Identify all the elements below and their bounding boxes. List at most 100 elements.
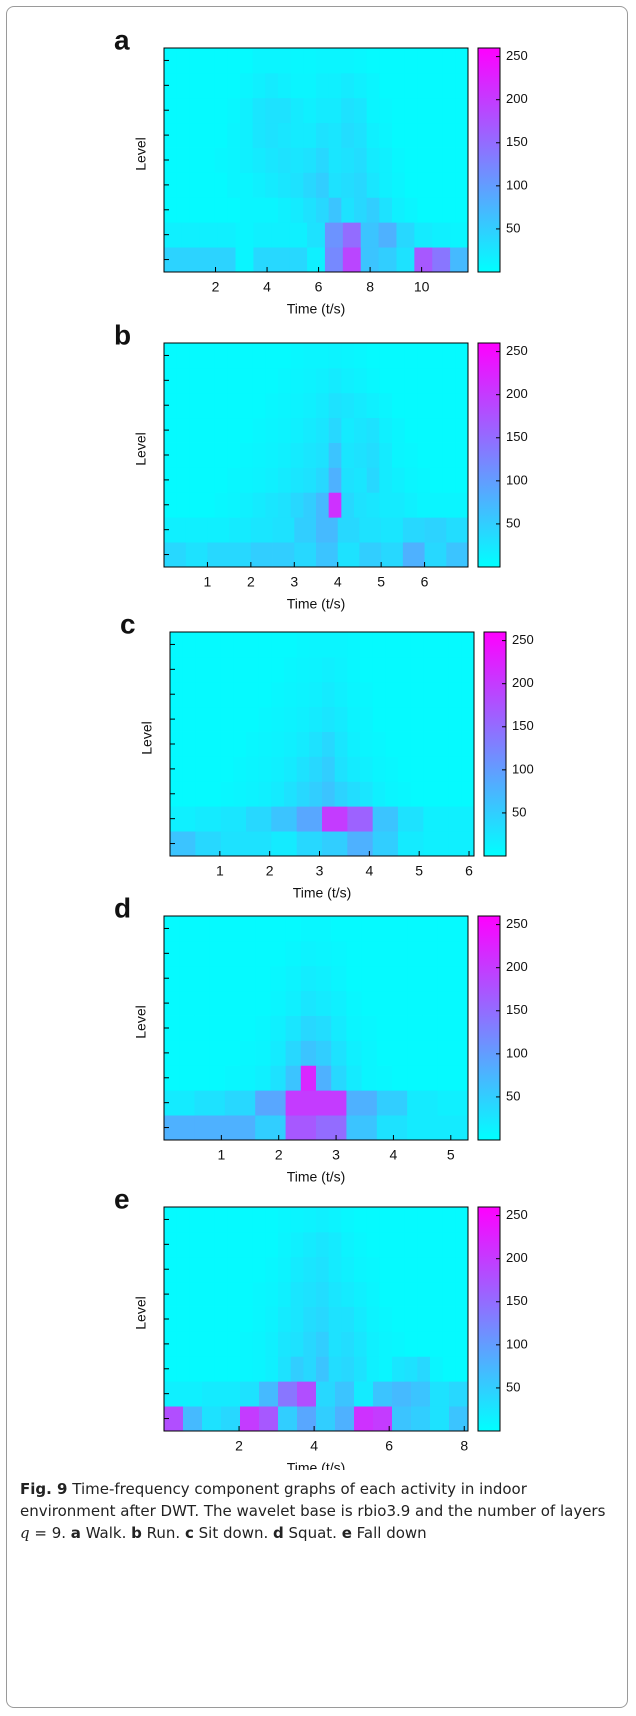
heatmap-cell — [446, 542, 469, 568]
x-tick-label: 1 — [204, 574, 212, 590]
heatmap-cell — [360, 706, 374, 732]
heatmap-cell — [164, 1331, 178, 1357]
heatmap-cell — [207, 542, 230, 568]
heatmap-cell — [189, 467, 203, 493]
heatmap-cell — [392, 1356, 406, 1382]
heatmap-cell — [224, 1040, 241, 1066]
heatmap-cell — [294, 517, 317, 543]
heatmap-cell — [220, 731, 234, 757]
heatmap-cell — [300, 916, 317, 942]
y-axis-label: Level — [133, 137, 149, 170]
heatmap-cell — [430, 1331, 444, 1357]
colorbar-tick-label: 150 — [506, 1293, 528, 1308]
heatmap-cell — [252, 197, 266, 223]
heatmap-cell — [341, 1356, 355, 1382]
heatmap-cell — [246, 706, 260, 732]
heatmap-cell — [404, 1356, 418, 1382]
heatmap-cell — [164, 1015, 180, 1041]
heatmap-cell — [270, 990, 286, 1016]
heatmap-cell — [278, 48, 292, 74]
heatmap-cell — [265, 467, 279, 493]
heatmap-cell — [214, 1256, 228, 1283]
heatmap-cell — [240, 48, 254, 74]
heatmap-cell — [265, 1231, 279, 1258]
heatmap-cell — [334, 756, 348, 782]
heatmap-cell — [430, 442, 444, 468]
heatmap-cell — [214, 1331, 228, 1357]
heatmap-cell — [189, 417, 203, 443]
heatmap-cell — [255, 916, 271, 942]
heatmap-cell — [194, 940, 210, 967]
heatmap-cell — [214, 467, 228, 493]
heatmap-cell — [422, 1015, 438, 1041]
heatmap-cell — [170, 656, 184, 683]
heatmap-cell — [316, 916, 332, 942]
heatmap-cell — [455, 122, 469, 148]
heatmap-cell — [430, 147, 444, 173]
heatmap-cell — [455, 343, 469, 369]
heatmap-cell — [442, 392, 456, 419]
heatmap-cell — [189, 1256, 203, 1283]
heatmap-cell — [341, 1256, 355, 1283]
heatmap-cell — [442, 1281, 456, 1307]
heatmap-cell — [252, 1207, 266, 1233]
heatmap-cell — [214, 1231, 228, 1258]
colorbar-tick-label: 200 — [506, 1250, 528, 1265]
heatmap-cell — [452, 1065, 469, 1091]
heatmap-cell — [240, 147, 254, 173]
heatmap-cell — [461, 632, 475, 658]
heatmap-cell — [265, 48, 279, 74]
heatmap-cell — [366, 122, 380, 148]
heatmap-cell — [240, 1231, 254, 1258]
heatmap-cell — [252, 343, 266, 369]
heatmap-cell — [202, 1207, 216, 1233]
heatmap-cell — [322, 632, 336, 658]
colorbar-tick-label: 50 — [512, 804, 526, 819]
colorbar-tick-label: 100 — [512, 761, 534, 776]
heatmap-cell — [278, 122, 292, 148]
heatmap-cell — [303, 392, 317, 419]
heatmap-cell — [376, 990, 393, 1016]
x-tick-label: 1 — [216, 863, 224, 879]
colorbar — [477, 1206, 501, 1432]
heatmap-cell — [189, 1207, 203, 1233]
heatmap-cell — [354, 1356, 368, 1382]
heatmap-cell — [461, 756, 475, 782]
heatmap-cell — [328, 417, 342, 443]
heatmap-cell — [346, 940, 362, 967]
heatmap-cell — [347, 806, 374, 832]
heatmap-cell — [176, 1356, 190, 1382]
heatmap-cell — [179, 1040, 195, 1066]
heatmap-cell — [303, 1281, 317, 1307]
heatmap-cell — [224, 990, 241, 1016]
heatmap-cell — [285, 940, 302, 967]
heatmap-cell — [227, 343, 241, 369]
heatmap-cell — [278, 1281, 292, 1307]
heatmap-cell — [202, 1381, 222, 1407]
heatmap-cell — [455, 97, 469, 124]
x-tick-label: 4 — [334, 574, 342, 590]
heatmap-cell — [240, 392, 254, 419]
heatmap-cell — [422, 965, 438, 992]
caption-text: Fall down — [351, 1524, 427, 1542]
heatmap-cell — [422, 940, 438, 967]
heatmap-cell — [392, 197, 406, 223]
colorbar-tick-label: 50 — [506, 1379, 520, 1394]
heatmap-cell — [407, 940, 423, 967]
heatmap-cell — [227, 48, 241, 74]
heatmap-cell — [417, 343, 431, 369]
x-tick-label: 2 — [235, 1438, 243, 1454]
heatmap-cell — [437, 1090, 469, 1116]
heatmap-cell — [220, 806, 247, 832]
heatmap-cell — [379, 97, 393, 124]
heatmap-cell — [392, 72, 406, 99]
caption-text: = 9. — [29, 1524, 71, 1542]
heatmap-cell — [347, 781, 361, 807]
heatmap-cell — [334, 632, 348, 658]
heatmap-cell — [448, 731, 462, 757]
heatmap-cell — [436, 756, 450, 782]
panel-label: d — [114, 892, 131, 923]
caption-text: Walk. — [80, 1524, 132, 1542]
heatmap-cell — [289, 247, 308, 273]
heatmap-cell — [170, 706, 184, 732]
